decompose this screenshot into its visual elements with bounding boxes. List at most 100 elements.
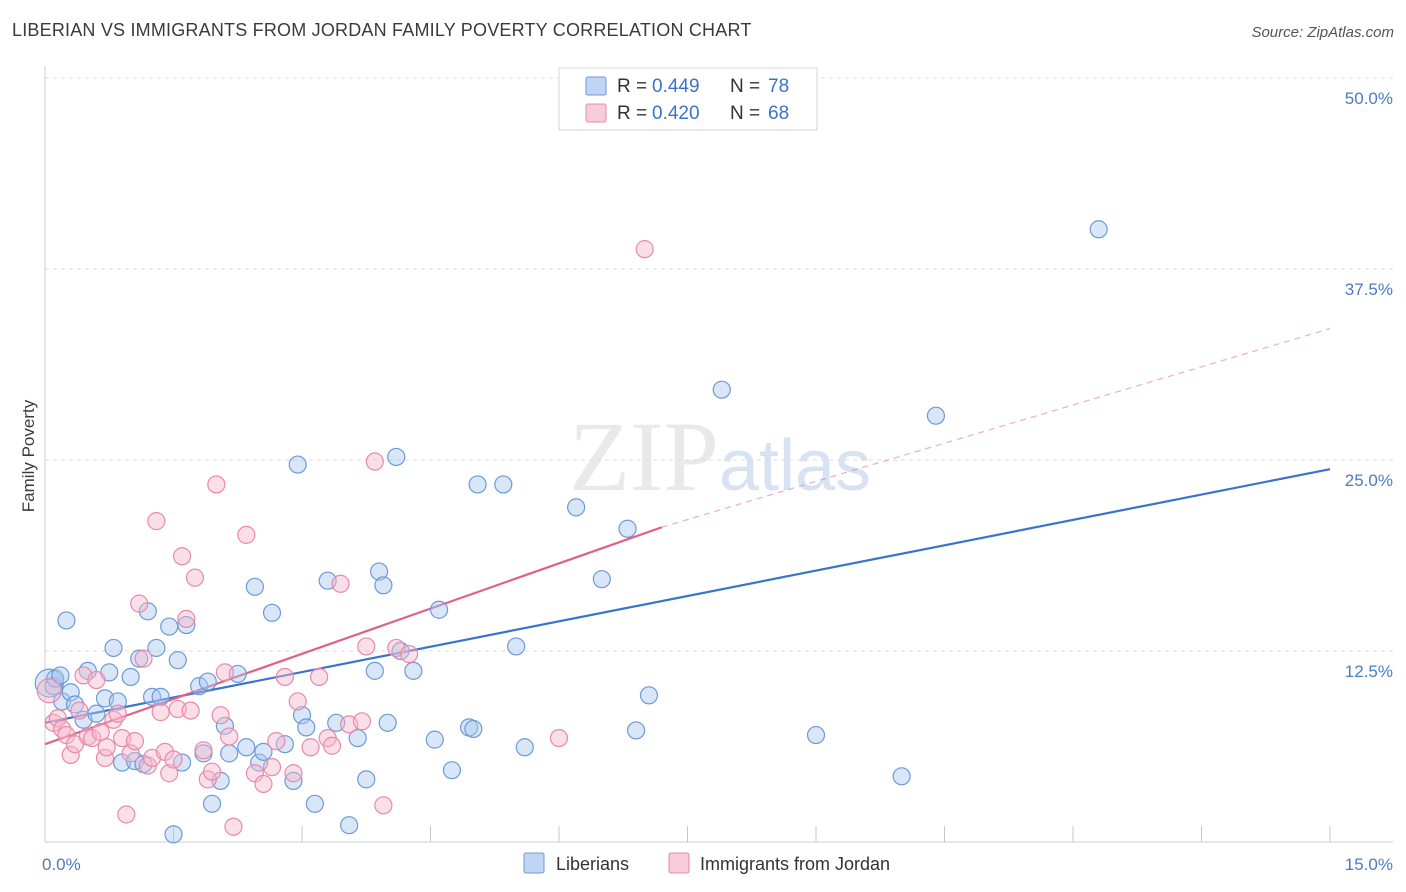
point-jordan-16 [108,704,127,723]
point-jordan-45 [254,774,273,794]
point-liberians-18 [130,649,149,668]
point-liberians-59 [404,661,423,680]
point-liberians-69 [567,498,586,517]
point-liberians-55 [374,576,393,595]
point-jordan-29 [164,750,183,769]
point-jordan-2 [48,709,67,728]
point-jordan-47 [267,732,286,751]
point-jordan-28 [160,764,179,783]
data-points [34,220,1108,844]
point-liberians-64 [464,719,483,739]
point-liberians-28 [177,615,196,635]
point-liberians-44 [288,455,307,474]
point-liberians-46 [297,718,316,737]
bottom-legend-jordan: Immigrants from Jordan [700,854,890,874]
point-jordan-25 [147,512,166,531]
point-jordan-51 [301,738,320,757]
point-liberians-73 [639,686,659,705]
point-liberians-43 [284,771,303,790]
point-liberians-78 [1089,220,1108,239]
point-liberians-5 [57,611,76,630]
point-jordan-35 [194,741,213,760]
point-jordan-60 [374,796,393,815]
point-liberians-52 [357,770,376,789]
trend-line-liberians [44,468,1331,724]
bottom-legend-swatch-jordan [668,852,690,874]
point-jordan-20 [125,732,145,751]
point-jordan-21 [130,594,149,613]
point-liberians-35 [220,744,239,763]
point-jordan-34 [185,568,205,587]
point-liberians-56 [378,713,397,732]
point-liberians-3 [51,666,70,685]
point-liberians-61 [429,600,449,619]
point-jordan-32 [177,609,196,629]
point-jordan-7 [70,701,89,720]
point-liberians-13 [104,638,123,658]
point-liberians-54 [370,562,389,581]
point-jordan-41 [220,727,239,746]
point-liberians-75 [806,725,826,745]
point-jordan-62 [399,644,419,664]
point-jordan-5 [61,745,80,765]
point-jordan-46 [262,758,282,777]
point-liberians-24 [160,617,179,636]
legend-r-label-2: R = [617,103,647,124]
point-liberians-67 [507,637,526,656]
point-liberians-37 [237,738,256,757]
point-jordan-50 [288,692,307,711]
trend-line-jordan [44,526,663,746]
bottom-legend-liberians: Liberians [556,854,629,874]
legend-n-value-liberians: 78 [768,76,789,97]
point-jordan-63 [549,728,569,748]
point-jordan-40 [215,663,234,682]
point-jordan-42 [224,817,243,836]
point-jordan-39 [211,706,230,725]
point-jordan-33 [181,701,200,720]
point-jordan-48 [275,667,294,687]
legend-r-value-jordan: 0.420 [652,103,700,124]
point-liberians-62 [442,761,462,780]
x-tick-labels: 0.0% 15.0% [42,855,1393,874]
top-legend: R = 0.449 N = 78 R = 0.420 N = 68 [558,67,818,131]
point-liberians-29 [190,677,209,696]
point-liberians-25 [164,825,183,844]
point-jordan-12 [91,722,110,742]
point-jordan-11 [87,670,106,690]
point-liberians-51 [348,728,367,748]
point-liberians-65 [468,475,487,494]
point-jordan-18 [117,805,136,824]
point-jordan-57 [352,712,372,731]
point-liberians-41 [262,603,282,622]
point-jordan-22 [134,649,153,668]
bottom-legend-swatch-liberians [523,852,545,874]
point-liberians-57 [387,447,406,467]
y-tick-label-1: 25.0% [1345,471,1393,490]
y-tick-label-3: 50.0% [1345,89,1393,108]
point-jordan-43 [237,525,256,544]
point-jordan-37 [202,762,222,781]
gridlines [45,77,1393,652]
legend-n-label-2: N = [730,103,760,124]
point-liberians-66 [494,475,513,494]
point-jordan-31 [172,547,192,566]
legend-swatch-jordan [585,103,607,123]
point-liberians-16 [121,667,140,687]
point-liberians-71 [618,519,637,538]
point-jordan-52 [310,667,329,687]
point-jordan-38 [207,475,226,494]
point-jordan-54 [322,736,342,755]
point-liberians-26 [168,651,187,670]
point-liberians-10 [87,704,106,723]
x-tick-label-1: 15.0% [1345,855,1393,874]
point-jordan-0 [36,678,62,704]
point-jordan-58 [357,637,376,656]
y-axis-label: Family Poverty [19,399,38,512]
legend-r-value-liberians: 0.449 [652,76,700,97]
point-liberians-53 [365,661,384,680]
source-label: Source: ZipAtlas.com [1251,24,1394,41]
point-jordan-64 [635,240,654,259]
y-tick-label-0: 12.5% [1345,662,1393,681]
point-liberians-38 [245,577,264,596]
